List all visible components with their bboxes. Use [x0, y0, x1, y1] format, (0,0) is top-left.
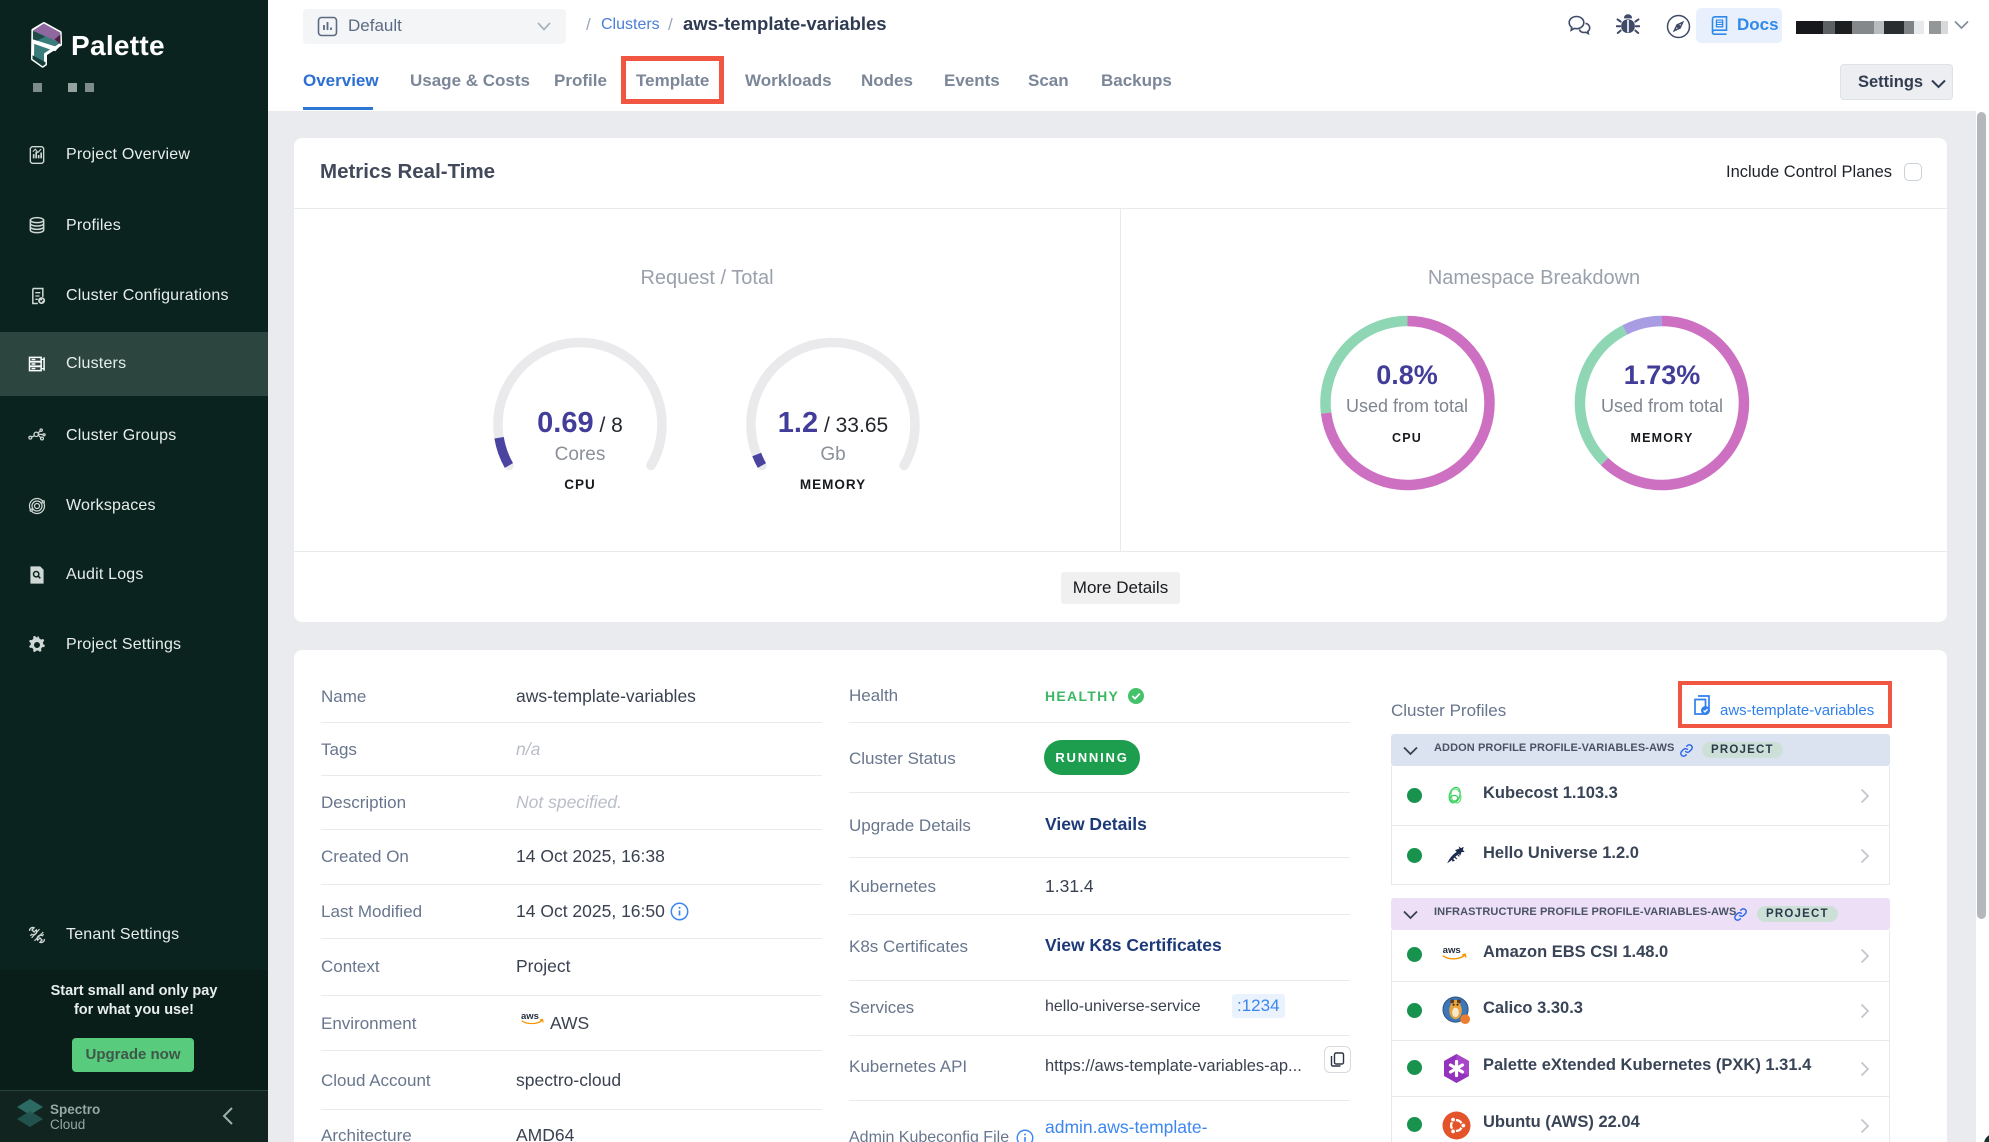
svg-text:aws: aws — [521, 1011, 539, 1022]
svg-text:aws: aws — [1443, 945, 1461, 956]
